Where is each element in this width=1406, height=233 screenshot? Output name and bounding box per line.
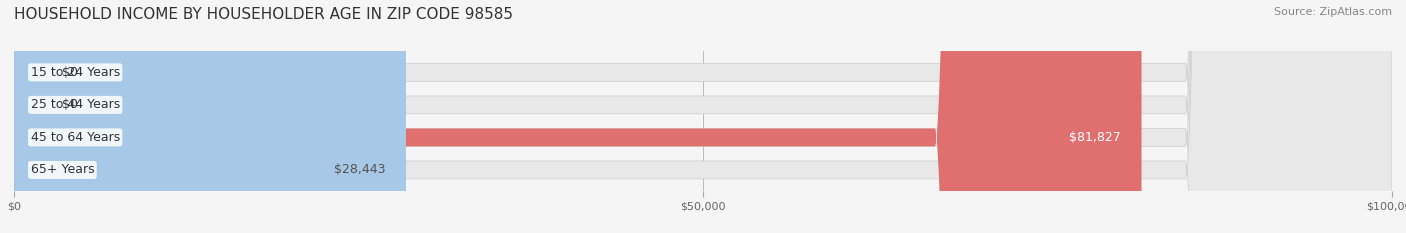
FancyBboxPatch shape [14, 0, 1392, 233]
Text: 45 to 64 Years: 45 to 64 Years [31, 131, 120, 144]
Text: HOUSEHOLD INCOME BY HOUSEHOLDER AGE IN ZIP CODE 98585: HOUSEHOLD INCOME BY HOUSEHOLDER AGE IN Z… [14, 7, 513, 22]
Text: Source: ZipAtlas.com: Source: ZipAtlas.com [1274, 7, 1392, 17]
Text: 65+ Years: 65+ Years [31, 163, 94, 176]
Text: $28,443: $28,443 [333, 163, 385, 176]
FancyBboxPatch shape [14, 0, 1392, 233]
Text: $0: $0 [62, 66, 79, 79]
FancyBboxPatch shape [14, 0, 406, 233]
Text: $0: $0 [62, 98, 79, 111]
FancyBboxPatch shape [14, 0, 1392, 233]
FancyBboxPatch shape [14, 0, 1392, 233]
Text: 15 to 24 Years: 15 to 24 Years [31, 66, 120, 79]
Text: $81,827: $81,827 [1069, 131, 1121, 144]
FancyBboxPatch shape [14, 0, 1142, 233]
Text: 25 to 44 Years: 25 to 44 Years [31, 98, 120, 111]
